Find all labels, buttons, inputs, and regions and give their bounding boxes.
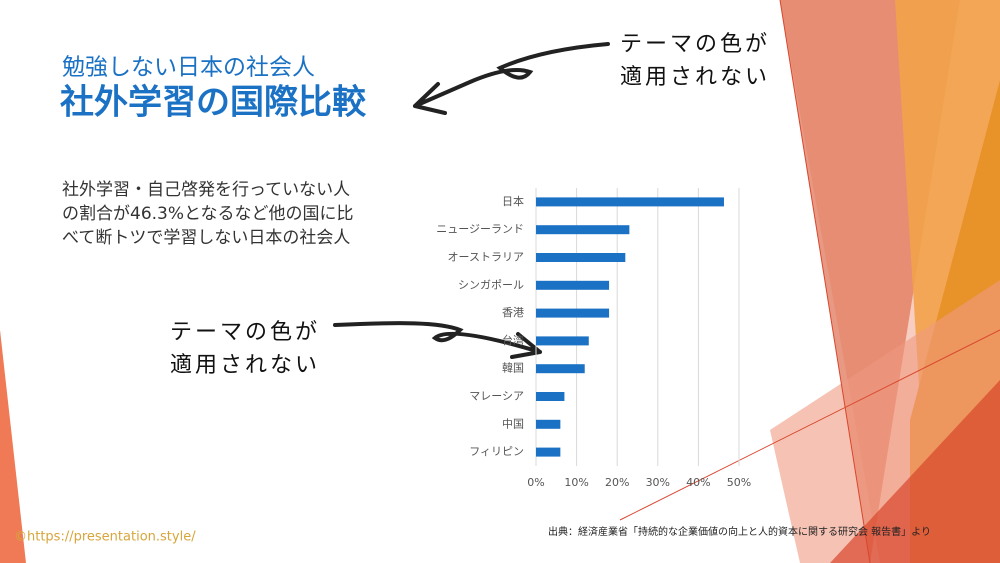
bar — [536, 280, 610, 290]
x-tick-label: 20% — [605, 476, 629, 489]
bar — [536, 253, 626, 262]
bar — [536, 364, 585, 374]
x-tick-label: 40% — [686, 476, 710, 489]
x-tick-label: 50% — [727, 476, 751, 489]
bar — [536, 308, 610, 318]
annotation: テーマの色が — [170, 320, 320, 345]
y-tick-label: 中国 — [502, 417, 524, 430]
y-tick-label: マレーシア — [469, 390, 524, 403]
description: の割合が46.3%となるなど他の国に比 — [62, 204, 354, 224]
decor — [830, 380, 1000, 563]
bar — [536, 225, 630, 235]
y-tick-label: 韓国 — [502, 362, 524, 375]
annotation: 適用されない — [620, 65, 770, 90]
x-tick-label: 10% — [564, 476, 588, 489]
bar — [536, 392, 565, 401]
arrow — [413, 42, 610, 115]
decor-line — [779, 0, 871, 563]
annotation: 適用されない — [170, 353, 320, 378]
y-tick-label: シンガポール — [458, 278, 524, 291]
y-tick-label: 台湾 — [502, 333, 524, 347]
subtitle: 勉強しない日本の社会人 — [62, 55, 315, 81]
y-tick-label: 香港 — [502, 306, 524, 319]
y-tick-label: ニュージーランド — [436, 223, 524, 236]
x-tick-label: 0% — [527, 476, 544, 489]
description: 社外学習・自己啓発を行っていない人 — [62, 180, 350, 200]
y-tick-label: フィリピン — [469, 445, 524, 458]
decor-left — [0, 330, 26, 563]
description: べて断トツで学習しない日本の社会人 — [62, 228, 350, 248]
bar — [536, 419, 561, 429]
bar — [536, 447, 561, 457]
bar — [536, 197, 724, 207]
y-tick-label: オーストラリア — [448, 251, 524, 264]
chart: 0% 10% 20% 30% 40% 50% 日本ニュージーランドオーストラリアシンガポール… — [436, 188, 751, 489]
annotation: テーマの色が — [620, 32, 770, 57]
title: 社外学習の国際比較 — [60, 83, 367, 123]
decor-line — [619, 329, 1000, 521]
y-tick-label: 日本 — [502, 194, 524, 208]
copyright: ©https://presentation.style/ — [14, 530, 196, 545]
bar — [536, 336, 589, 346]
source: 出典：経済産業省「持続的な企業価値の向上と人的資本に関する研究会 報告書」より — [548, 525, 931, 538]
x-tick-label: 30% — [646, 476, 670, 489]
